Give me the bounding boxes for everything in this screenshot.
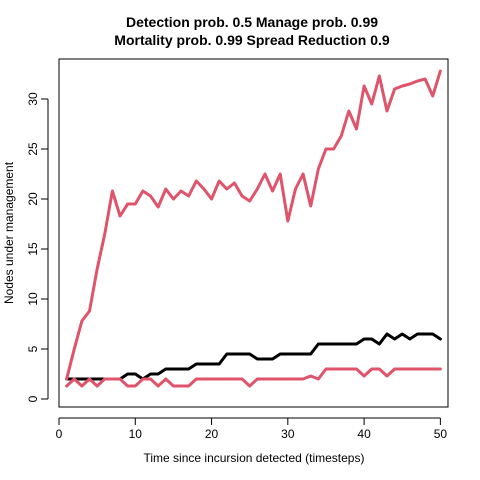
series-line-2 — [65, 69, 442, 381]
y-tick-label: 0 — [26, 395, 40, 402]
x-axis: 0 10 20 30 40 50 — [56, 417, 448, 441]
y-axis-label: Nodes under management — [2, 161, 16, 304]
x-tick-label: 40 — [357, 427, 371, 441]
y-tick-label: 15 — [26, 242, 40, 256]
y-tick-label: 25 — [26, 142, 40, 156]
chart-title-line-2: Mortality prob. 0.99 Spread Reduction 0.… — [114, 32, 390, 48]
x-tick-label: 20 — [205, 427, 219, 441]
chart-title-line-1: Detection prob. 0.5 Manage prob. 0.99 — [126, 14, 378, 30]
series-line-3 — [65, 367, 442, 388]
series-line-1 — [65, 332, 442, 381]
plot-frame — [58, 58, 449, 408]
x-tick-label: 30 — [281, 427, 295, 441]
series-layer — [65, 69, 442, 388]
x-axis-label: Time since incursion detected (timesteps… — [144, 451, 365, 465]
y-tick-label: 20 — [26, 192, 40, 206]
y-tick-label: 10 — [26, 292, 40, 306]
y-axis: 0 5 10 15 20 25 30 — [26, 92, 49, 402]
x-tick-label: 50 — [434, 427, 448, 441]
y-tick-label: 30 — [26, 92, 40, 106]
y-tick-label: 5 — [26, 345, 40, 352]
x-tick-label: 0 — [56, 427, 63, 441]
x-tick-label: 10 — [129, 427, 143, 441]
